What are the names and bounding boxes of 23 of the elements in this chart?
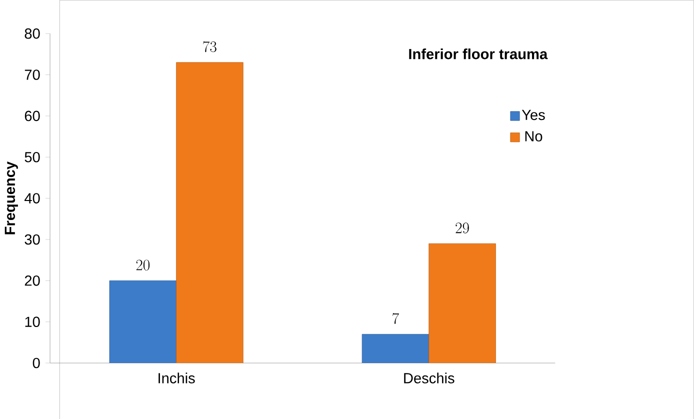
bar (428, 243, 496, 363)
data-label: 7 (392, 312, 399, 324)
y-tick-label: 30 (24, 234, 40, 244)
legend-title: Inferior floor trauma (409, 48, 548, 59)
y-tick-label: 0 (32, 358, 40, 368)
y-axis-title: Frequency (4, 161, 18, 234)
y-tick-label: 10 (25, 316, 40, 327)
data-label: 73 (203, 40, 216, 52)
bar (109, 280, 176, 363)
y-tick-label: 50 (24, 152, 40, 162)
bar (176, 62, 244, 363)
x-tick-label: Deschis (404, 372, 454, 384)
y-tick-label: 40 (24, 192, 40, 204)
data-label: 20 (136, 259, 150, 270)
y-tick-label: 70 (24, 69, 40, 80)
legend-label: No (525, 131, 542, 142)
x-tick-label: Inchis (158, 372, 195, 384)
data-label: 29 (456, 222, 469, 234)
bar (362, 334, 430, 363)
y-tick-label: 60 (24, 110, 40, 121)
y-tick-label: 80 (24, 28, 40, 39)
y-tick-label: 20 (24, 275, 40, 286)
legend-label: Yes (522, 110, 545, 120)
